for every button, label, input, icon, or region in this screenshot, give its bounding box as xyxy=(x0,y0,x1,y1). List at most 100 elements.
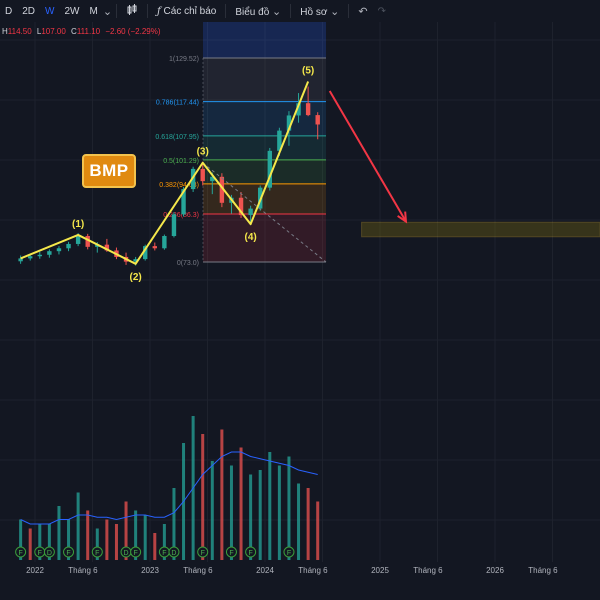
volume-bar xyxy=(220,429,224,560)
candle-body xyxy=(200,168,205,182)
target-zone xyxy=(361,221,600,238)
event-marker xyxy=(283,546,295,558)
candle-body xyxy=(47,251,52,255)
candle-body xyxy=(18,258,23,262)
candle-body xyxy=(95,244,100,247)
candle-body xyxy=(143,246,148,260)
bmp-logo: BMP xyxy=(82,154,136,188)
fib-level-label: 0.382(94.63) xyxy=(159,182,199,189)
fib-level-label: 1(129.52) xyxy=(169,56,199,63)
x-tick-label: 2026 xyxy=(486,566,504,575)
fib-zone xyxy=(203,213,326,262)
volume-bar xyxy=(258,470,262,560)
event-marker xyxy=(245,546,257,558)
low-value: 107.00 xyxy=(41,27,66,36)
chart-type-label: Biểu đồ xyxy=(235,6,270,18)
candle-body xyxy=(296,103,301,116)
candle xyxy=(238,191,244,218)
chevron-down-icon: ⌄ xyxy=(272,5,282,18)
volume-bar xyxy=(114,524,118,560)
event-marker xyxy=(91,546,103,558)
fx-icon: ƒ xyxy=(157,5,161,17)
x-tick-label: Tháng 6 xyxy=(68,566,98,575)
time-axis xyxy=(0,562,600,600)
interval-2w-button[interactable]: 2W xyxy=(64,5,80,17)
toolbar-divider xyxy=(225,4,227,18)
event-marker-label: D xyxy=(47,550,52,557)
event-marker-label: F xyxy=(133,550,137,557)
candle-body xyxy=(28,256,33,259)
fib-level-label: 0.618(107.95) xyxy=(155,134,199,141)
volume-bar xyxy=(239,447,243,560)
x-tick-label: 2025 xyxy=(371,566,389,575)
event-marker-label: F xyxy=(201,550,205,557)
event-marker-label: F xyxy=(162,550,166,557)
candle-body xyxy=(315,115,320,125)
indicators-button[interactable]: ƒ Các chỉ báo xyxy=(152,6,221,17)
event-marker xyxy=(225,546,237,558)
volume-bar xyxy=(57,506,61,560)
candle-body xyxy=(104,244,110,251)
toolbar-divider xyxy=(348,4,350,18)
candle-body xyxy=(85,236,90,247)
x-tick-label: Tháng 6 xyxy=(298,566,328,575)
x-tick-label: Tháng 6 xyxy=(183,566,213,575)
candles-icon[interactable] xyxy=(121,3,143,19)
redo-icon[interactable]: ↷ xyxy=(377,5,386,17)
x-tick-label: 2022 xyxy=(26,566,44,575)
volume-ma-line xyxy=(20,451,318,525)
candle-body xyxy=(267,150,272,188)
chevron-down-icon[interactable]: ⌄ xyxy=(102,5,113,18)
high-value: 114.50 xyxy=(7,27,32,36)
volume-bar xyxy=(105,519,109,560)
candle xyxy=(219,173,225,208)
candle xyxy=(315,112,320,140)
volume-bar xyxy=(316,501,320,560)
volume-bar xyxy=(28,528,32,560)
volume-bar xyxy=(297,483,301,560)
candle xyxy=(162,234,167,250)
fib-level-label: 0.786(117.44) xyxy=(156,100,199,107)
profile-button[interactable]: Hồ sơ ⌄ xyxy=(295,5,344,18)
top-toolbar: D 2D W 2W M ⌄ ƒ Các chỉ báo Biểu đồ ⌄ Hồ… xyxy=(0,0,600,22)
undo-icon[interactable]: ↶ xyxy=(358,5,368,18)
chart-type-button[interactable]: Biểu đồ ⌄ xyxy=(230,5,286,18)
toolbar-divider xyxy=(147,4,149,18)
event-marker-label: F xyxy=(248,550,252,557)
event-marker xyxy=(63,546,75,558)
event-marker-label: F xyxy=(287,550,291,557)
candle xyxy=(305,86,311,117)
candle-body xyxy=(56,248,62,252)
arrow-head-icon xyxy=(397,211,408,224)
elliott-wave-line xyxy=(20,81,310,265)
fib-level-label: 0.236(86.3) xyxy=(163,212,199,219)
candle xyxy=(152,242,157,251)
toolbar-divider xyxy=(116,4,118,18)
wave-label: (5) xyxy=(302,66,314,77)
volume-bar xyxy=(143,515,147,560)
event-marker-label: F xyxy=(18,550,22,557)
volume-bar xyxy=(19,519,23,560)
close-value: 111.10 xyxy=(76,27,101,36)
interval-2d-button[interactable]: 2D xyxy=(22,5,36,17)
candle-body xyxy=(238,197,244,216)
candle-body xyxy=(133,259,138,262)
interval-m-button[interactable]: M xyxy=(89,5,98,17)
profile-label: Hồ sơ xyxy=(300,6,328,18)
candle-body xyxy=(181,189,186,215)
interval-d-button[interactable]: D xyxy=(5,5,13,17)
interval-w-button[interactable]: W xyxy=(45,5,55,17)
candle-body xyxy=(37,254,42,257)
indicators-label: Các chỉ báo xyxy=(163,5,217,17)
volume-bar xyxy=(287,456,291,560)
fib-zone xyxy=(203,101,326,136)
candle xyxy=(56,246,62,255)
event-marker-label: D xyxy=(124,550,129,557)
event-marker xyxy=(197,546,209,558)
candle-body xyxy=(210,176,215,182)
volume-bar xyxy=(268,452,272,560)
candle xyxy=(66,241,71,252)
candle xyxy=(85,233,90,250)
candle xyxy=(171,212,177,238)
